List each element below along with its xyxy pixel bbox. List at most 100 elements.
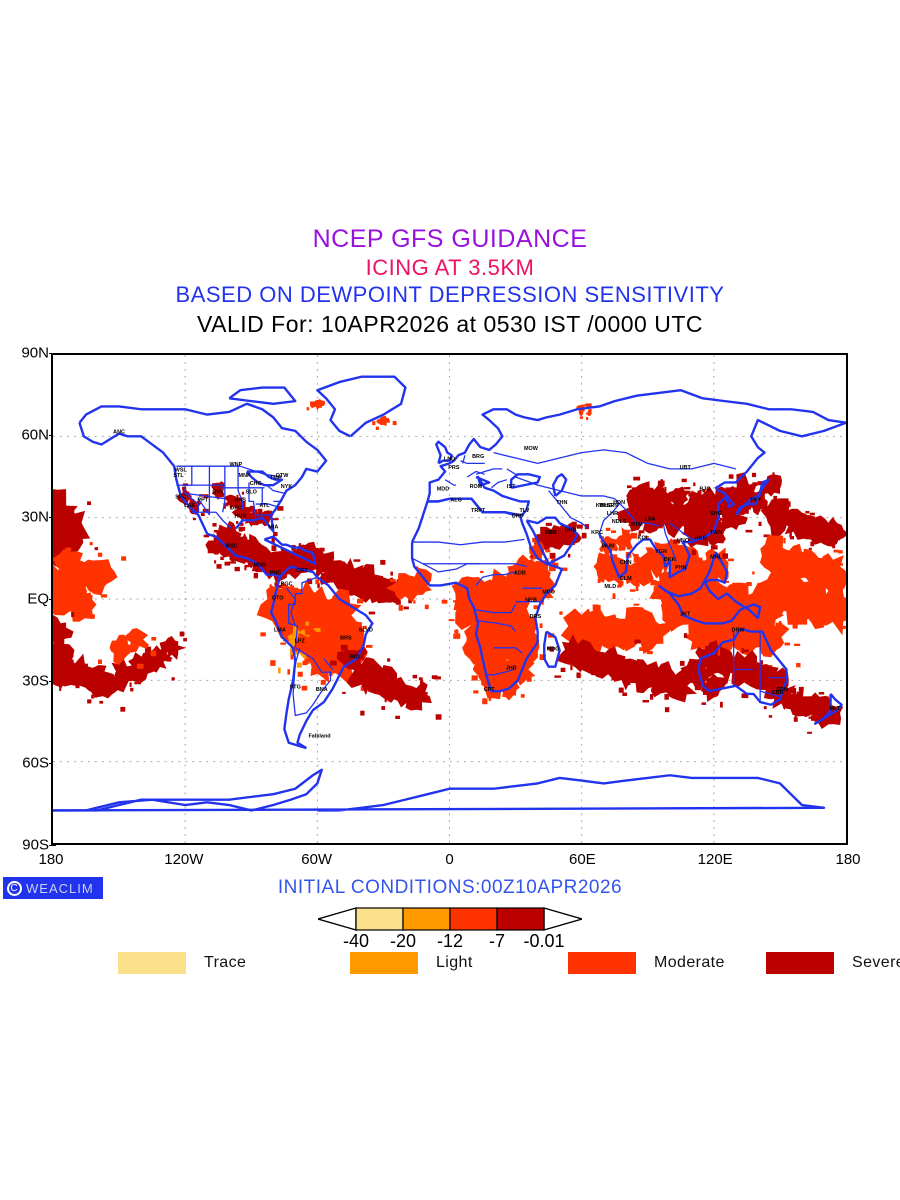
icing-speck: [808, 716, 814, 719]
icing-speck: [651, 620, 654, 626]
icing-speck: [677, 540, 680, 544]
icing-speck: [570, 664, 573, 671]
coastline-path: [734, 478, 771, 516]
icing-speck: [586, 417, 589, 420]
icing-speck: [709, 595, 714, 600]
coastline-path: [493, 647, 523, 654]
icing-speck: [507, 648, 513, 654]
icing-speck: [207, 547, 214, 554]
coastline-path: [410, 497, 564, 693]
legend-swatch: [766, 952, 834, 974]
icing-speck: [750, 665, 757, 670]
icing-speck: [533, 605, 539, 610]
icing-speck: [415, 566, 419, 570]
city-label: IST: [507, 484, 516, 490]
icing-speck: [120, 706, 126, 712]
icing-speck: [767, 557, 772, 562]
city-label: CPT: [484, 687, 496, 693]
icing-speck: [304, 658, 310, 664]
icing-speck: [694, 684, 702, 691]
icing-region: [638, 609, 674, 654]
icing-speck: [798, 574, 803, 579]
icing-speck: [724, 646, 731, 652]
icing-speck: [137, 675, 140, 681]
icing-speck: [675, 566, 681, 570]
icing-speck: [816, 710, 819, 714]
longitude-tick-label: 120W: [164, 851, 204, 868]
icing-speck: [548, 532, 554, 535]
coastline-path: [292, 647, 323, 717]
icing-speck: [390, 571, 393, 576]
latitude-tick-label: 30S: [22, 672, 49, 690]
city-label: NDLS: [612, 519, 627, 525]
icing-speck: [223, 503, 226, 509]
icing-speck: [361, 592, 368, 597]
icing-speck: [129, 645, 135, 649]
icing-speck: [67, 590, 70, 594]
icing-speck: [653, 586, 656, 592]
icing-speck: [166, 656, 172, 662]
icing-speck: [244, 565, 247, 571]
icing-speck: [651, 681, 656, 685]
colorbar-segment: [402, 907, 451, 931]
icing-speck: [713, 560, 720, 563]
icing-speck: [269, 584, 272, 590]
icing-speck: [72, 591, 78, 596]
icing-speck: [554, 675, 562, 678]
coastline-path: [493, 449, 649, 465]
coastline-path: [411, 557, 481, 573]
icing-speck: [820, 617, 827, 621]
city-label: BJG: [699, 487, 710, 493]
icing-speck: [182, 486, 187, 491]
city-label: BRG: [472, 454, 484, 460]
icing-speck: [471, 675, 478, 681]
icing-speck: [687, 587, 693, 592]
icing-speck: [707, 550, 711, 553]
icing-speck: [365, 644, 373, 648]
icing-speck: [75, 529, 80, 534]
icing-region: [177, 486, 192, 506]
icing-speck: [91, 694, 94, 699]
coastline-path: [484, 668, 514, 676]
icing-speck: [796, 662, 801, 668]
icing-speck: [270, 660, 276, 666]
icing-speck: [664, 598, 670, 603]
icing-speck: [254, 509, 258, 515]
icing-speck: [605, 629, 610, 633]
icing-speck: [305, 621, 309, 626]
coastline-path: [759, 690, 781, 698]
icing-speck: [579, 416, 584, 419]
coastline-path: [78, 422, 281, 579]
icing-speck: [721, 528, 724, 535]
coastline-path: [525, 516, 579, 565]
icing-speck: [235, 521, 239, 524]
icing-speck: [284, 606, 292, 609]
icing-speck: [679, 660, 685, 666]
city-label: CRO: [512, 514, 525, 520]
icing-speck: [618, 580, 624, 586]
coastline-path: [294, 647, 332, 692]
icing-speck: [711, 586, 718, 591]
icing-speck: [509, 650, 513, 656]
icing-speck: [810, 541, 815, 547]
icing-speck: [151, 636, 157, 641]
icing-speck: [794, 643, 801, 647]
city-label: HUS: [234, 514, 246, 520]
icing-speck: [63, 564, 68, 568]
icing-region: [760, 498, 796, 537]
icing-speck: [793, 717, 798, 722]
coastline-path: [478, 620, 517, 632]
icing-speck: [229, 561, 236, 564]
icing-speck: [66, 607, 70, 610]
icing-speck: [356, 577, 361, 583]
world-map-plot[interactable]: ANC WSL STL SFC LAX PPT DNV WNP MNP CHG SLO HNS DFC H…: [51, 353, 848, 845]
icing-speck: [600, 572, 607, 575]
icing-speck: [597, 559, 605, 562]
icing-speck: [626, 546, 631, 550]
icing-speck: [707, 662, 714, 665]
icing-speck: [710, 545, 718, 550]
icing-speck: [142, 658, 148, 661]
icing-speck: [545, 549, 551, 553]
icing-speck: [480, 570, 484, 574]
icing-speck: [184, 495, 192, 500]
